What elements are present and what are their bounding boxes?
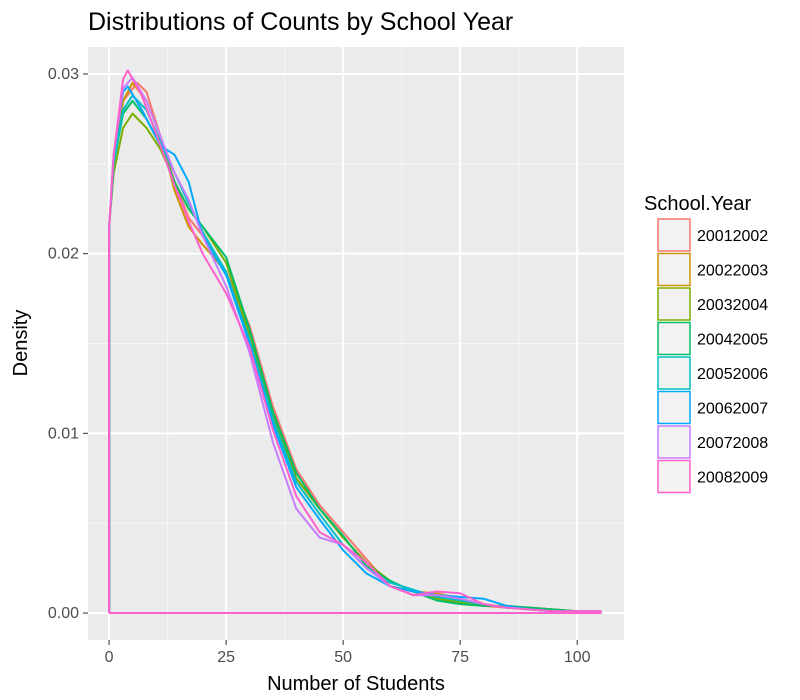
x-tick-label: 25 <box>217 649 235 666</box>
series-line-20082009 <box>108 69 602 614</box>
legend-label-20062007: 20062007 <box>697 401 768 418</box>
x-axis-title: Number of Students <box>267 673 445 695</box>
legend-label-20012002: 20012002 <box>697 228 768 245</box>
legend-title: School.Year <box>644 193 751 215</box>
y-axis-title: Density <box>10 310 32 377</box>
x-tick-label: 0 <box>105 649 114 666</box>
y-tick-label: 0.02 <box>48 246 79 263</box>
legend-key-20072008 <box>657 425 691 459</box>
legend-key-20042005 <box>657 321 691 356</box>
y-tick-label: 0.00 <box>48 605 79 622</box>
x-tick-label: 75 <box>451 649 469 666</box>
legend-key-20022003 <box>657 252 691 287</box>
legend-key-20032004 <box>657 287 691 321</box>
legend-label-20082009: 20082009 <box>697 470 768 487</box>
chart-title: Distributions of Counts by School Year <box>88 8 513 36</box>
legend-label-20072008: 20072008 <box>697 435 768 452</box>
grid-lines <box>88 47 624 640</box>
legend-key-20062007 <box>657 390 691 425</box>
density-series <box>108 69 602 614</box>
legend-label-20022003: 20022003 <box>697 263 768 280</box>
y-tick-label: 0.03 <box>48 66 79 83</box>
legend-key-20052006 <box>657 356 691 390</box>
legend-label-20032004: 20032004 <box>697 297 768 314</box>
x-tick-label: 100 <box>564 649 591 666</box>
legend: School.Year 20012002 20022003 20032004 2004… <box>644 193 768 494</box>
axes: 0 25 50 75 100 0.00 0.01 0.02 0.03 <box>48 66 591 666</box>
series-line-20042005 <box>108 99 602 614</box>
legend-key-20012002 <box>657 218 691 252</box>
legend-key-20082009 <box>657 459 691 494</box>
legend-label-20052006: 20052006 <box>697 366 768 383</box>
y-tick-label: 0.01 <box>48 425 79 442</box>
legend-label-20042005: 20042005 <box>697 332 768 349</box>
x-tick-label: 50 <box>334 649 352 666</box>
